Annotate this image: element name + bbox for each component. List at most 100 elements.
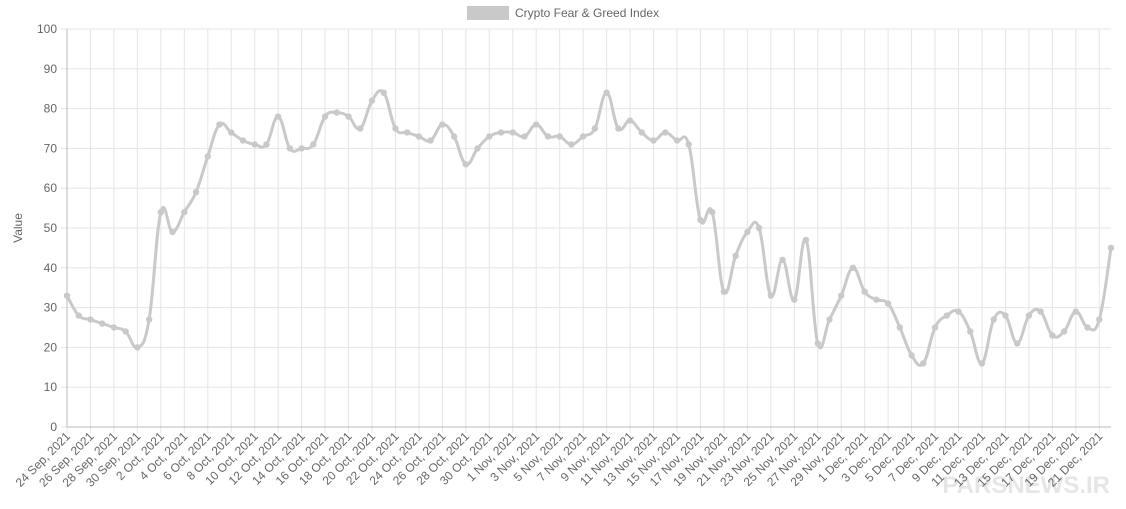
data-point <box>662 129 669 136</box>
data-point <box>884 300 892 307</box>
y-tick-label: 10 <box>44 380 58 394</box>
data-point <box>63 292 71 299</box>
data-point <box>1013 340 1021 347</box>
data-point <box>650 137 657 144</box>
data-point <box>333 109 340 116</box>
data-point <box>216 121 223 128</box>
data-point <box>403 129 411 136</box>
data-point <box>873 296 880 303</box>
data-point <box>474 145 481 152</box>
data-point <box>239 137 247 144</box>
data-point <box>274 113 282 120</box>
watermark: PARSNEWS.IR <box>942 472 1110 499</box>
data-point <box>579 133 587 140</box>
data-point <box>802 236 810 244</box>
y-tick-label: 40 <box>44 261 58 275</box>
data-point <box>380 89 387 96</box>
data-point <box>110 324 118 331</box>
y-tick-label: 90 <box>44 62 58 76</box>
data-point <box>122 328 129 335</box>
data-point <box>228 129 235 136</box>
data-point <box>134 344 141 351</box>
y-tick-label: 60 <box>44 181 58 195</box>
data-point <box>615 125 622 132</box>
data-point <box>943 312 950 319</box>
data-point <box>720 288 728 295</box>
data-point <box>310 141 317 148</box>
data-point <box>427 137 434 144</box>
data-point <box>263 141 270 148</box>
data-point <box>521 133 528 140</box>
data-point <box>908 352 915 359</box>
y-tick-label: 100 <box>37 22 57 36</box>
data-point <box>145 316 153 323</box>
data-point <box>286 145 294 152</box>
data-point <box>368 97 376 104</box>
data-point <box>204 153 211 160</box>
data-point <box>967 328 974 335</box>
y-tick-label: 0 <box>50 420 57 434</box>
data-point <box>439 121 446 128</box>
data-point <box>169 228 176 236</box>
data-point <box>544 133 552 140</box>
data-point <box>779 256 786 264</box>
data-point <box>415 133 423 140</box>
data-point <box>838 292 845 299</box>
data-point <box>509 129 516 136</box>
data-point <box>708 208 716 216</box>
data-point <box>955 308 962 315</box>
data-point <box>978 360 986 367</box>
data-point <box>251 141 258 148</box>
data-point <box>533 121 540 128</box>
data-point <box>157 208 165 216</box>
data-point <box>497 129 505 136</box>
data-point <box>591 125 599 132</box>
data-point <box>767 292 775 299</box>
data-point <box>1025 312 1033 319</box>
data-point <box>861 288 868 295</box>
data-point <box>98 320 106 327</box>
data-point <box>791 296 798 303</box>
data-point <box>697 216 704 224</box>
y-tick-label: 80 <box>44 102 58 116</box>
y-tick-label: 70 <box>44 141 58 155</box>
data-point <box>1072 308 1080 315</box>
data-point <box>462 161 470 168</box>
data-point <box>181 208 188 216</box>
data-point <box>321 113 329 120</box>
data-point <box>192 188 200 196</box>
data-point <box>896 324 904 331</box>
data-point <box>849 264 857 271</box>
y-tick-label: 50 <box>44 221 58 235</box>
data-point <box>1096 316 1103 323</box>
data-point <box>931 324 939 331</box>
y-axis-label: Value <box>11 213 25 243</box>
data-point <box>1060 328 1068 335</box>
data-point <box>1049 332 1056 339</box>
y-tick-label: 20 <box>44 340 58 354</box>
data-point <box>626 117 634 124</box>
data-point <box>486 133 493 140</box>
data-point <box>920 360 927 367</box>
data-point <box>345 113 352 120</box>
data-point <box>1107 244 1115 252</box>
legend-label: Crypto Fear & Greed Index <box>515 6 659 20</box>
data-point <box>814 340 821 347</box>
data-point <box>638 129 645 136</box>
data-point <box>990 316 997 323</box>
data-point <box>298 145 305 152</box>
data-point <box>732 252 739 260</box>
data-point <box>556 133 563 140</box>
data-point <box>75 312 82 319</box>
data-point <box>392 125 399 132</box>
data-point <box>568 141 575 148</box>
data-point <box>744 228 751 236</box>
legend-swatch <box>467 6 509 20</box>
data-point <box>87 316 94 323</box>
data-point <box>673 137 681 144</box>
data-point <box>1084 324 1091 331</box>
data-point <box>826 316 833 323</box>
data-point <box>685 141 692 148</box>
data-point <box>603 89 610 96</box>
